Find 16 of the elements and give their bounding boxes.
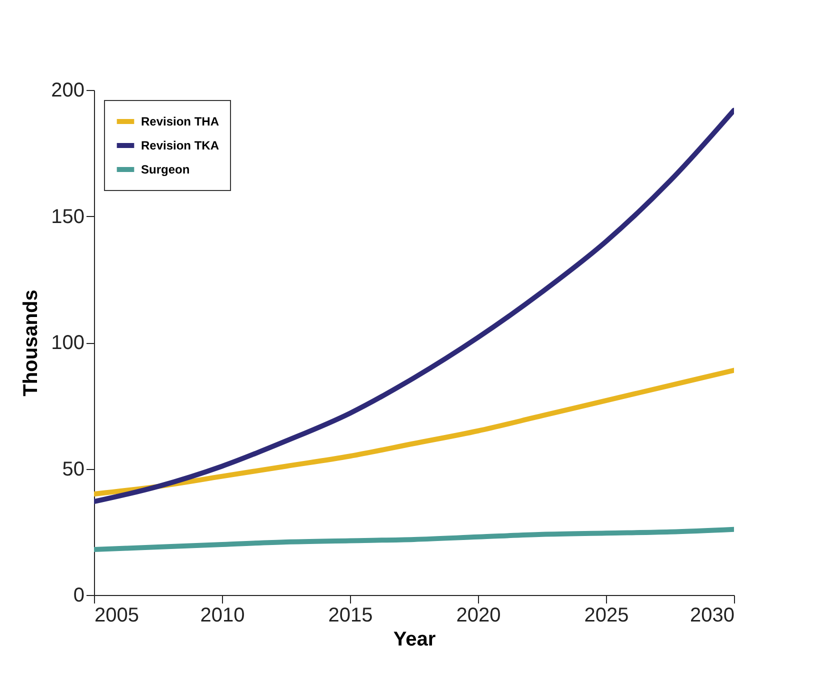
- x-tick-label: 2020: [456, 604, 501, 626]
- y-tick-label: 50: [62, 458, 84, 480]
- x-tick-label: 2030: [690, 604, 734, 626]
- y-tick-label: 0: [73, 584, 84, 606]
- legend-label: Surgeon: [141, 162, 190, 176]
- legend-label: Revision THA: [141, 114, 220, 128]
- x-tick-label: 2025: [584, 604, 629, 626]
- y-axis-title: Thousands: [20, 290, 42, 396]
- x-tick-label: 2010: [200, 604, 245, 626]
- y-tick-label: 200: [51, 80, 84, 102]
- legend-label: Revision TKA: [141, 138, 220, 152]
- y-tick-label: 150: [51, 206, 84, 228]
- x-axis-title: Year: [393, 628, 436, 650]
- x-tick-label: 2005: [94, 604, 139, 626]
- x-tick-label: 2015: [328, 604, 373, 626]
- y-tick-label: 100: [51, 332, 84, 354]
